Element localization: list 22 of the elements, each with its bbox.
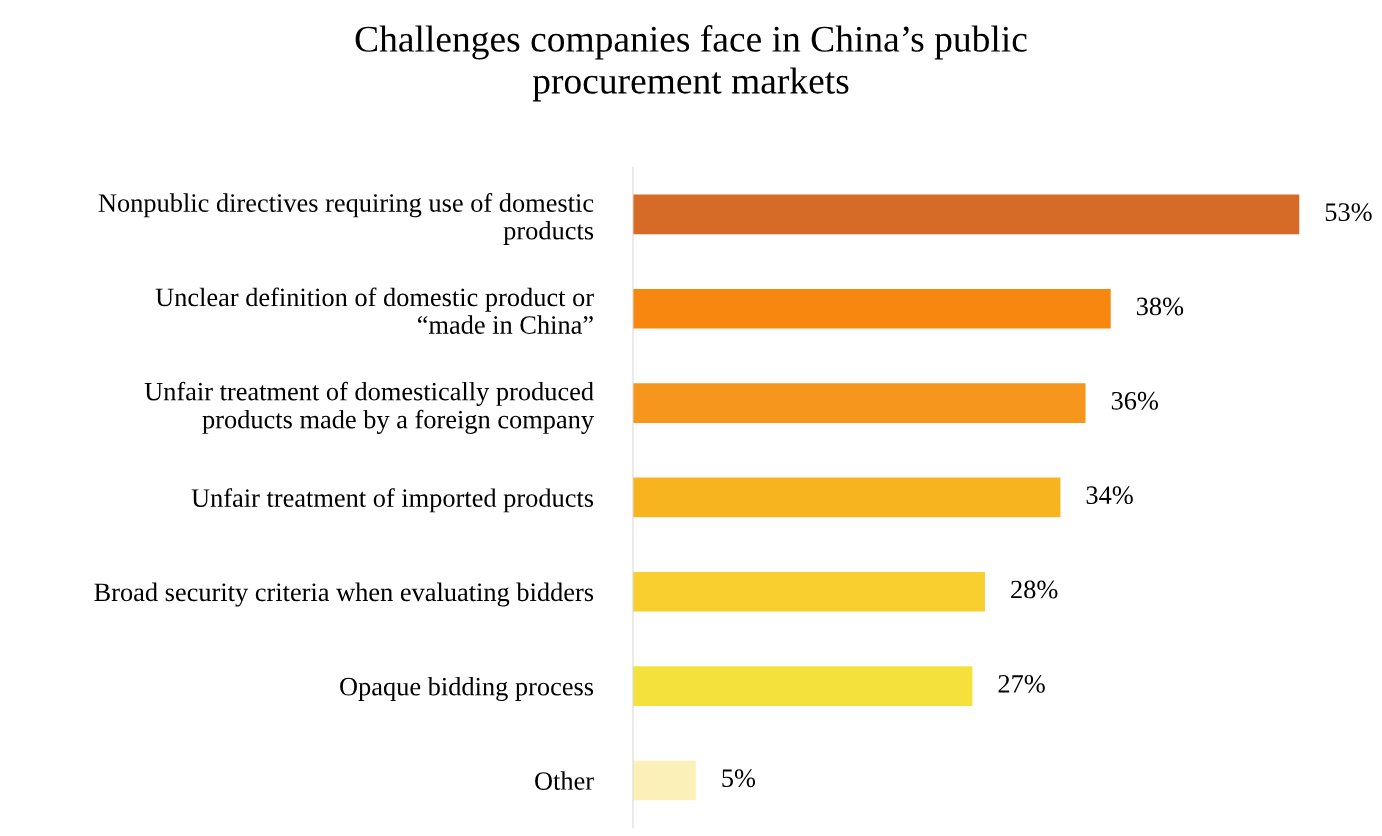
y-tick-label: Nonpublic directives requiring use of domestic products: [98, 193, 594, 245]
y-tick-label: Unfair treatment of imported products: [191, 488, 594, 513]
data-label: 38%: [1136, 297, 1184, 316]
chart-title: Challenges companies face in China’s public procurement markets: [355, 25, 1027, 102]
y-tick-label: Unfair treatment of domestically produced products made by a foreign company: [144, 381, 594, 434]
bar: [632, 760, 696, 801]
data-label: 28%: [1011, 580, 1058, 599]
y-tick-label: Broad security criteria when evaluating bidders: [94, 582, 594, 607]
bar: [632, 666, 973, 706]
y-tick-label: Other: [535, 771, 594, 790]
bar: [632, 477, 1061, 518]
data-label: 53%: [1325, 203, 1372, 222]
data-label: 27%: [998, 674, 1045, 693]
y-tick-label: Unclear definition of domestic product or “made in China”: [155, 287, 594, 334]
bar: [632, 571, 985, 612]
data-label: 34%: [1086, 486, 1133, 505]
data-label: 36%: [1111, 391, 1159, 410]
bar: [632, 288, 1111, 329]
data-label: 5%: [722, 769, 756, 788]
bar: [632, 383, 1086, 423]
bar: [632, 194, 1300, 235]
y-tick-label: Opaque bidding process: [340, 676, 594, 701]
